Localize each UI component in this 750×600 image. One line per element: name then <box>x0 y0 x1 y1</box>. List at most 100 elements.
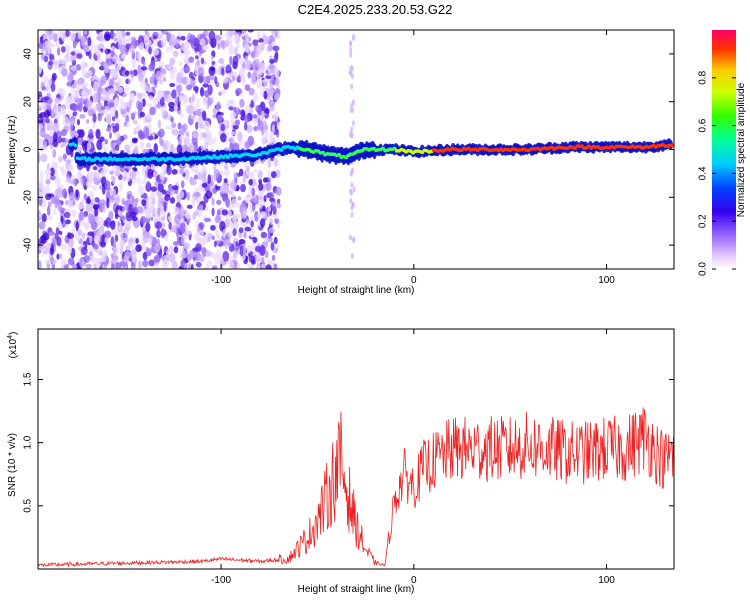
heat-cell <box>237 75 241 82</box>
heat-cell <box>214 254 221 265</box>
heat-cell <box>277 198 281 205</box>
heat-cell <box>135 238 139 244</box>
heat-cell <box>191 197 196 209</box>
heat-cell <box>248 178 253 186</box>
heat-cell <box>109 106 116 118</box>
heat-cell <box>228 261 235 269</box>
heat-cell <box>228 30 234 37</box>
heat-cell <box>246 124 253 134</box>
heat-cell <box>106 48 112 54</box>
heat-cell <box>270 241 275 251</box>
heat-cell <box>262 78 269 87</box>
heat-cell <box>136 177 142 186</box>
heat-cell <box>125 78 129 85</box>
heat-cell <box>238 67 246 78</box>
heat-cell <box>138 185 145 196</box>
heat-cell <box>148 259 155 267</box>
heat-cell <box>85 51 90 56</box>
heat-cell <box>265 264 272 269</box>
heat-cell <box>114 96 119 107</box>
heat-cell <box>75 189 79 198</box>
heat-cell <box>254 210 259 222</box>
heat-cell <box>241 30 246 37</box>
heat-cell <box>348 188 352 195</box>
heat-cell <box>179 135 186 141</box>
heat-cell <box>272 205 277 215</box>
heat-cell <box>73 177 78 187</box>
heat-cell <box>231 192 236 199</box>
heat-cell <box>130 211 136 218</box>
heat-cell <box>169 82 176 88</box>
heat-cell <box>270 30 277 36</box>
heat-cell <box>45 184 51 194</box>
heat-cell <box>207 97 212 107</box>
heat-cell <box>179 168 185 175</box>
heat-cell <box>136 206 144 214</box>
heat-cell <box>350 211 354 218</box>
heat-cell <box>179 222 186 234</box>
heat-cell <box>160 37 167 48</box>
heat-cell <box>115 110 119 119</box>
heat-cell <box>211 207 215 217</box>
heat-cell <box>89 215 96 226</box>
heat-cell <box>215 230 220 239</box>
heat-cell <box>233 221 239 229</box>
heat-cell <box>183 65 191 74</box>
heat-cell <box>121 200 129 206</box>
heat-cell <box>232 55 239 66</box>
heat-cell <box>77 102 83 113</box>
heat-cell <box>246 170 250 177</box>
heat-cell <box>110 228 118 235</box>
heat-cell <box>86 141 92 150</box>
heat-cell <box>78 168 82 177</box>
heat-cell <box>194 86 199 94</box>
spectrogram-panel: -100 0 100 -40 -20 0 20 40 Height of straight l… <box>7 29 675 296</box>
heat-cell <box>218 65 222 76</box>
spectrogram-axes: -100 0 100 -40 -20 0 20 40 <box>23 30 674 286</box>
heat-cell <box>222 228 226 239</box>
heat-cell <box>228 106 234 111</box>
heat-cell <box>46 205 51 216</box>
heat-cell <box>169 197 176 204</box>
heat-cell <box>129 92 135 98</box>
heat-cell <box>50 82 56 92</box>
heat-cell <box>169 34 176 46</box>
heat-cell <box>147 168 154 179</box>
heat-cell <box>221 181 229 190</box>
heat-cell <box>119 260 126 269</box>
heat-cell <box>173 103 179 112</box>
heat-cell <box>255 254 262 262</box>
heat-cell <box>100 106 106 111</box>
heat-cell <box>349 51 353 58</box>
heat-cell <box>219 187 223 193</box>
heat-cell <box>210 225 216 231</box>
heat-cell <box>180 180 185 189</box>
heat-cell <box>105 127 112 132</box>
heat-cell <box>157 119 162 129</box>
heat-cell <box>78 97 86 103</box>
heat-cell <box>80 129 85 139</box>
heat-cell <box>207 139 215 147</box>
heat-cell <box>113 33 117 38</box>
colorbar-tick-label: 0.8 <box>698 70 709 84</box>
heat-cell <box>208 66 216 76</box>
heat-cell <box>140 66 148 71</box>
heat-cell <box>65 219 71 225</box>
heat-cell <box>128 70 136 75</box>
heat-cell <box>174 95 179 106</box>
heat-cell <box>202 235 208 244</box>
heat-cell <box>157 207 161 218</box>
heat-cell <box>38 42 44 50</box>
heat-cell <box>38 243 46 251</box>
heat-cell <box>262 120 267 131</box>
heat-cell <box>42 140 48 150</box>
heat-cell <box>101 233 106 245</box>
heat-cell <box>101 87 107 96</box>
heat-cell <box>78 229 83 237</box>
heat-cell <box>248 87 255 96</box>
spectrogram-x-tick-label: 0 <box>411 275 417 286</box>
spectrogram-y-tick-label: 40 <box>23 48 34 60</box>
heat-cell <box>38 220 46 230</box>
heat-cell <box>227 79 233 84</box>
heat-cell <box>180 253 187 259</box>
